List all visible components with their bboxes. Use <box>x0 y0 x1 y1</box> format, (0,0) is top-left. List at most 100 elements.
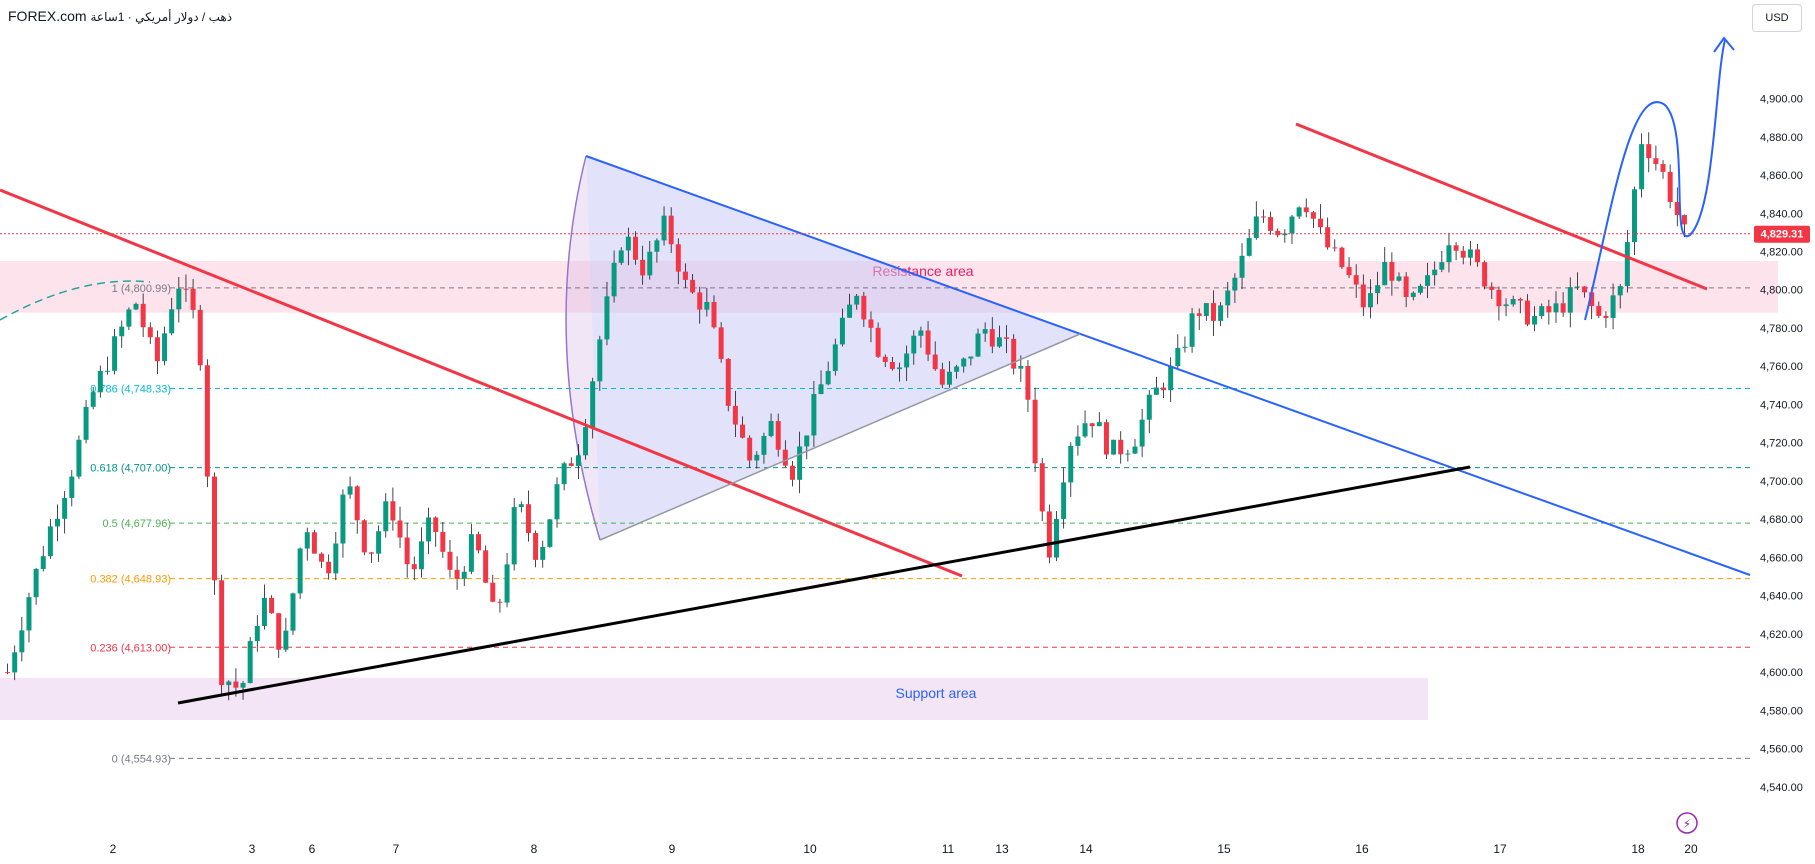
candle-body <box>176 288 182 310</box>
date-tick: 6 <box>309 842 316 856</box>
candle-body <box>954 366 960 372</box>
candle-body <box>97 370 103 393</box>
candle-body <box>76 439 82 477</box>
candle-body <box>911 335 917 354</box>
candle-body <box>497 601 503 603</box>
candle-body <box>276 613 282 650</box>
candle-body <box>1210 303 1216 321</box>
candle-body <box>1346 267 1352 276</box>
candle-body <box>1667 171 1673 202</box>
candle-body <box>961 358 967 367</box>
candle-body <box>611 262 617 297</box>
candle-body <box>233 681 239 688</box>
candle-body <box>304 532 310 549</box>
candle-body <box>1410 292 1416 298</box>
red-trendline-right <box>1295 122 1708 291</box>
candle-body <box>112 336 118 371</box>
price-tick: 4,580.00 <box>1760 705 1803 717</box>
candle-body <box>433 517 439 532</box>
candle-body <box>126 309 132 327</box>
support-zone <box>0 677 1428 720</box>
candle-body <box>547 519 553 547</box>
candle-body <box>1054 518 1059 558</box>
candle-body <box>1153 387 1159 395</box>
candle-body <box>1674 201 1680 216</box>
candle-body <box>1503 304 1509 307</box>
candle-body <box>604 296 610 340</box>
candle-body <box>1475 249 1480 263</box>
candle-body <box>897 367 903 370</box>
candle-body <box>1560 303 1566 313</box>
candle-body <box>347 486 353 495</box>
candle-body <box>1125 453 1131 455</box>
fib-label: 0.5 (4,677.96) <box>103 518 172 530</box>
candle-body <box>1610 295 1616 319</box>
candle-body <box>1460 250 1466 258</box>
candle-body <box>1239 255 1245 278</box>
candle-body <box>511 507 517 565</box>
candle-body <box>1532 316 1538 325</box>
candle-body <box>1353 275 1359 285</box>
candle-body <box>1425 275 1431 286</box>
candle-body <box>568 463 574 466</box>
price-tick: 4,600.00 <box>1760 667 1803 679</box>
candle-body <box>1025 365 1031 400</box>
date-tick: 18 <box>1631 842 1645 856</box>
candle-body <box>618 250 624 263</box>
candle-body <box>1004 337 1010 339</box>
candle-body <box>918 330 924 336</box>
candle-body <box>811 393 817 436</box>
candle-body <box>832 344 838 371</box>
candle-body <box>1011 338 1017 369</box>
candle-body <box>946 371 952 385</box>
candle-body <box>390 501 396 521</box>
candle-body <box>140 303 146 328</box>
candle-body <box>1132 446 1138 454</box>
candle-body <box>169 309 175 334</box>
candle-body <box>1232 277 1238 291</box>
candle-body <box>875 327 881 357</box>
candle-body <box>1439 262 1445 270</box>
candle-body <box>704 301 710 310</box>
candle-body <box>311 532 317 554</box>
candle-body <box>1318 218 1324 228</box>
candle-body <box>283 630 289 650</box>
candle-body <box>540 546 546 560</box>
candle-body <box>1360 284 1366 308</box>
lightning-icon[interactable] <box>1676 812 1698 834</box>
candle-body <box>1203 303 1209 316</box>
candle-body <box>19 630 25 653</box>
candle-body <box>597 339 603 382</box>
candle-body <box>1396 276 1402 281</box>
candle-body <box>1282 233 1288 236</box>
candle-body <box>647 251 653 276</box>
currency-button[interactable]: USD <box>1752 4 1802 32</box>
symbol-label: ذهب / دولار أمريكي · 1ساعة <box>90 10 233 24</box>
candle-body <box>668 215 674 245</box>
candle-body <box>1510 298 1516 305</box>
price-tick: 4,680.00 <box>1760 514 1803 526</box>
candle-body <box>1253 216 1259 239</box>
candle-body <box>1139 419 1145 447</box>
candle-body <box>1225 290 1231 306</box>
candle-body <box>483 550 489 583</box>
candle-body <box>682 271 688 280</box>
candle-body <box>104 370 110 372</box>
price-tick: 4,660.00 <box>1760 552 1803 564</box>
candle-body <box>1082 423 1088 437</box>
candle-body <box>1496 289 1502 307</box>
candle-body <box>1039 463 1045 512</box>
candle-body <box>1489 286 1495 290</box>
candle-body <box>26 597 32 631</box>
projection-arrow <box>1584 39 1726 321</box>
price-tick: 4,720.00 <box>1760 438 1803 450</box>
candle-body <box>119 326 125 337</box>
candle-body <box>583 427 589 456</box>
candle-body <box>975 333 981 357</box>
date-tick: 14 <box>1079 842 1093 856</box>
candle-body <box>590 381 596 428</box>
candle-body <box>69 476 75 498</box>
candle-body <box>247 641 253 684</box>
candle-body <box>939 369 945 385</box>
